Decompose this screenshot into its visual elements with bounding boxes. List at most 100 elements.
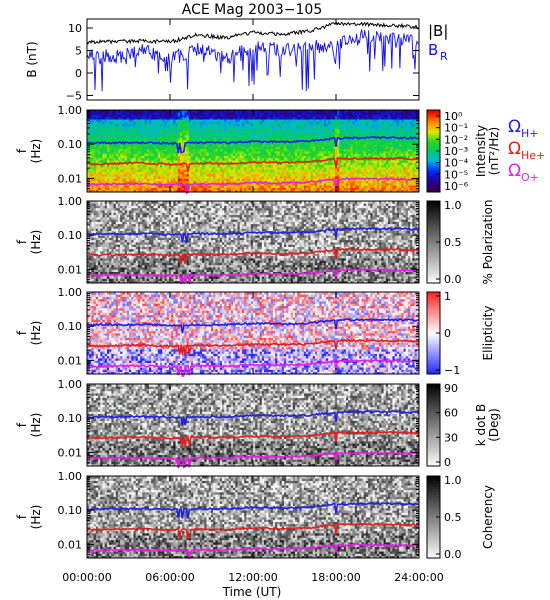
spectrogram-cell [206,173,210,177]
spectrogram-cell [321,128,325,131]
spectrogram-cell [122,171,126,175]
spectrogram-cell [235,146,238,150]
spectrogram-cell [129,112,132,115]
spectrogram-cell [306,110,309,113]
spectrogram-cell [213,130,216,134]
spectrogram-cell [113,139,117,143]
spectrogram-cell [248,146,252,150]
spectrogram-cell [295,128,298,131]
spectrogram-cell [321,166,325,170]
spectrogram-cell [279,146,283,150]
spectrogram-cell [100,121,103,125]
spectrogram-cell [111,166,114,170]
spectrogram-cell [193,110,196,113]
spectrogram-cell [98,153,101,156]
spectrogram-cell [208,151,212,154]
spectrogram-cell [330,176,334,179]
spectrogram-cell [310,176,314,179]
spectrogram-cell [131,116,134,120]
spectrogram-cell [233,151,236,154]
spectrogram-cell [332,162,336,166]
spectrogram-cell [306,146,309,150]
spectrogram-cell [162,169,165,172]
spectrogram-cell [337,187,340,191]
spectrogram-cell [133,182,137,186]
spectrogram-cell [191,157,194,161]
spectrogram-cell [222,146,225,150]
spectrogram-cell [248,176,252,179]
spectrogram-cell [330,141,334,145]
spectrogram-cell [246,157,249,161]
spectrogram-cell [334,130,338,134]
spectrogram-cell [241,171,245,175]
spectrogram-cell [222,112,225,115]
spectrogram-cell [186,153,190,156]
spectrogram-cell [277,132,280,136]
spectrogram-cell [153,132,157,136]
spectrogram-cell [188,164,192,168]
spectrogram-cell [288,155,292,159]
spectrogram-cell [146,116,150,120]
spectrogram-cell [157,189,161,193]
spectrogram-cell [237,176,241,179]
spectrogram-cell [197,137,201,141]
spectrogram-cell [321,121,325,125]
spectrogram-cell [197,114,201,118]
spectrogram-cell [210,141,214,145]
spectrogram-cell [166,187,170,191]
spectrogram-cell [299,135,303,138]
spectrogram-cell [133,178,137,182]
spectrogram-cell [219,173,223,177]
spectrogram-cell [286,155,289,159]
spectrogram-cell [213,157,216,161]
spectrogram-cell [206,110,210,113]
spectrogram-cell [137,160,141,163]
spectrogram-cell [303,128,307,131]
spectrogram-cell [292,119,296,122]
spectrogram-cell [299,155,303,159]
spectrogram-cell [197,153,201,156]
spectrogram-cell [106,139,110,143]
spectrogram-cell [148,166,152,170]
spectrogram-cell [113,176,117,179]
spectrogram-cell [277,148,280,152]
spectrogram-cell [100,176,103,179]
spectrogram-cell [104,176,108,179]
spectrogram-cell [91,119,95,122]
spectrogram-cell [151,128,154,131]
spectrogram-cell [153,153,157,156]
spectrogram-cell [343,130,347,134]
spectrogram-cell [124,176,128,179]
spectrogram-cell [93,160,97,163]
spectrogram-cell [233,157,236,161]
spectrogram-cell [343,176,347,179]
spectrogram-cell [191,132,194,136]
spectrogram-cell [197,112,201,115]
spectrogram-cell [129,121,132,125]
spectrogram-cell [283,151,287,154]
spectrogram-cell [323,166,327,170]
spectrogram-cell [235,121,238,125]
spectrogram-cell [173,173,176,177]
spectrogram-cell [186,128,190,131]
spectrogram-cell [193,130,196,134]
spectrogram-cell [310,125,314,129]
spectrogram-cell [199,144,203,147]
spectrogram-cell [204,132,207,136]
spectrogram-cell [310,116,314,120]
spectrogram-cell [177,187,181,191]
spectrogram-cell [297,144,300,147]
spectrogram-cell [215,130,218,134]
spectrogram-cell [374,123,378,127]
spectrogram-cell [168,123,172,127]
spectrogram-cell [321,185,325,188]
spectrogram-cell [297,151,300,154]
spectrogram-cell [270,187,274,191]
spectrogram-cell [233,110,236,113]
spectrogram-cell [290,128,294,131]
spectrogram-cell [155,176,159,179]
spectrogram-cell [155,121,159,125]
spectrogram-cell [93,121,97,125]
spectrogram-cell [314,162,318,166]
spectrogram-cell [153,164,157,168]
